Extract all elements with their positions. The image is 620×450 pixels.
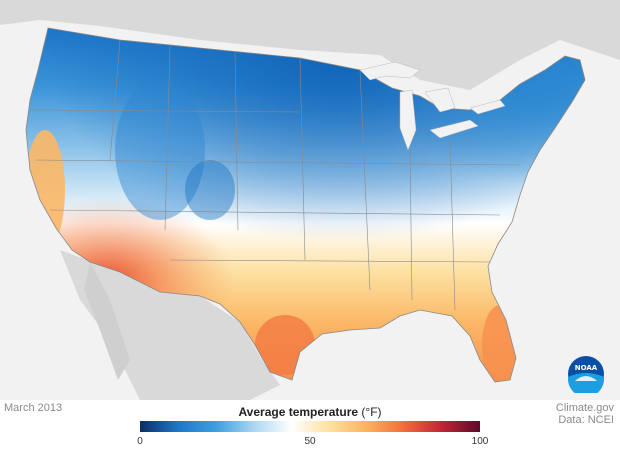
- legend-title: Average temperature (°F): [140, 405, 480, 419]
- svg-text:NOAA: NOAA: [575, 364, 598, 372]
- legend-title-text: Average temperature: [238, 405, 359, 419]
- color-scale-bar: [140, 421, 480, 432]
- state-borders: [29, 39, 521, 311]
- credit-data: Data: NCEI: [558, 414, 614, 426]
- legend-tick-max: 100: [471, 436, 489, 447]
- noaa-logo-icon: NOAA: [568, 356, 604, 393]
- canada-landmass: [0, 0, 620, 90]
- credit-text: Climate.gov Data: NCEI: [556, 402, 614, 426]
- legend-tick-min: 0: [137, 436, 143, 447]
- map-date-label: March 2013: [4, 402, 63, 414]
- baja-landmass: [84, 262, 130, 380]
- credit-source: Climate.gov: [555, 402, 614, 414]
- legend-unit: (°F): [361, 405, 382, 419]
- temperature-map: [0, 0, 620, 400]
- legend-tick-mid: 50: [304, 436, 316, 447]
- mexico-landmass: [60, 250, 280, 400]
- great-lakes: [359, 61, 506, 151]
